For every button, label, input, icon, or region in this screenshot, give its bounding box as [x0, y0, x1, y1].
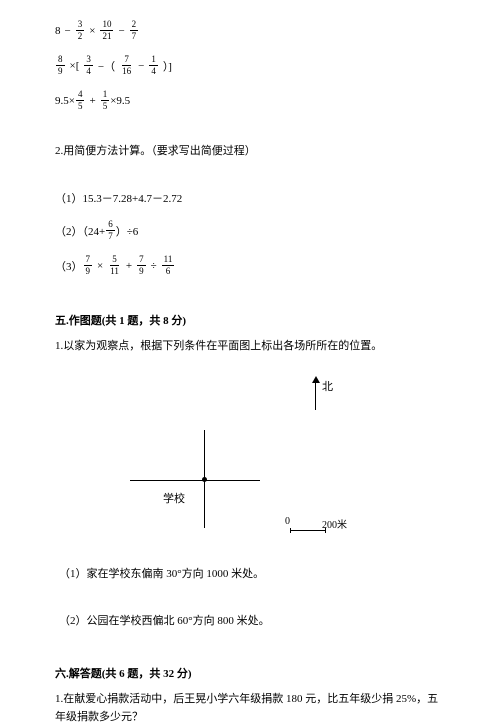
expr-2: 89 ×[ 34 −（ 716 − 14 ）]	[55, 55, 445, 76]
fraction: 1021	[100, 20, 113, 41]
school-label: 学校	[163, 490, 185, 506]
fraction: 79	[84, 255, 93, 276]
fraction: 32	[76, 20, 85, 41]
op-times: ×	[89, 25, 95, 37]
fraction: 511	[108, 255, 121, 276]
fraction: 15	[101, 90, 110, 111]
text: （2）（24+	[55, 223, 105, 239]
fraction: 14	[149, 55, 158, 76]
axis-horizontal	[130, 480, 260, 481]
op-div: ÷	[151, 260, 157, 272]
section-6-title: 六.解答题(共 6 题，共 32 分)	[55, 665, 445, 681]
fraction: 116	[162, 255, 175, 276]
sec5-sub1: （1）家在学校东偏南 30°方向 1000 米处。	[55, 566, 445, 584]
fraction: 716	[120, 55, 133, 76]
fraction: 89	[56, 55, 65, 76]
text: ）÷6	[116, 223, 139, 239]
fraction: 45	[76, 90, 85, 111]
fraction: 67	[106, 220, 115, 241]
op-plus: +	[89, 95, 95, 107]
text: ×[	[70, 60, 80, 72]
text: （3）	[55, 258, 83, 274]
fraction: 79	[137, 255, 146, 276]
q2-item-1: （1）15.3－7.28+4.7－2.72	[55, 191, 445, 209]
op-minus: −	[118, 25, 124, 37]
op-minus: −	[138, 60, 144, 72]
north-arrow-icon	[315, 380, 317, 410]
school-point-icon	[202, 477, 207, 482]
expr-1: 8 − 32 × 1021 − 27	[55, 20, 445, 41]
scale-bar-icon	[290, 530, 326, 531]
q2-title: 2.用简便方法计算。（要求写出简便过程）	[55, 143, 445, 161]
text: 9.5×	[55, 95, 75, 107]
text: ）]	[163, 58, 172, 74]
text: −（	[98, 58, 115, 74]
expr-3: 9.5× 45 + 15 ×9.5	[55, 90, 445, 111]
north-label: 北	[322, 378, 333, 394]
fraction: 27	[130, 20, 139, 41]
figure-diagram: 北 学校 0 200米	[110, 368, 390, 548]
q2-item-3: （3） 79 × 511 + 79 ÷ 116	[55, 255, 445, 276]
sec5-sub2: （2）公园在学校西偏北 60°方向 800 米处。	[55, 613, 445, 631]
op-minus: −	[65, 25, 71, 37]
scale-200-label: 200米	[322, 516, 347, 531]
sec5-q1: 1.以家为观察点，根据下列条件在平面图上标出各场所所在的位置。	[55, 338, 445, 356]
sec6-q1: 1.在献爱心捐款活动中，后王晃小学六年级捐款 180 元，比五年级少捐 25%，…	[55, 691, 445, 726]
scale-0-label: 0	[285, 516, 290, 527]
op-plus: +	[126, 260, 132, 272]
op-times: ×	[97, 260, 103, 272]
text: 8	[55, 25, 61, 37]
text: ×9.5	[110, 95, 130, 107]
section-5-title: 五.作图题(共 1 题，共 8 分)	[55, 312, 445, 328]
fraction: 34	[84, 55, 93, 76]
q2-item-2: （2）（24+ 67 ）÷6	[55, 220, 445, 241]
